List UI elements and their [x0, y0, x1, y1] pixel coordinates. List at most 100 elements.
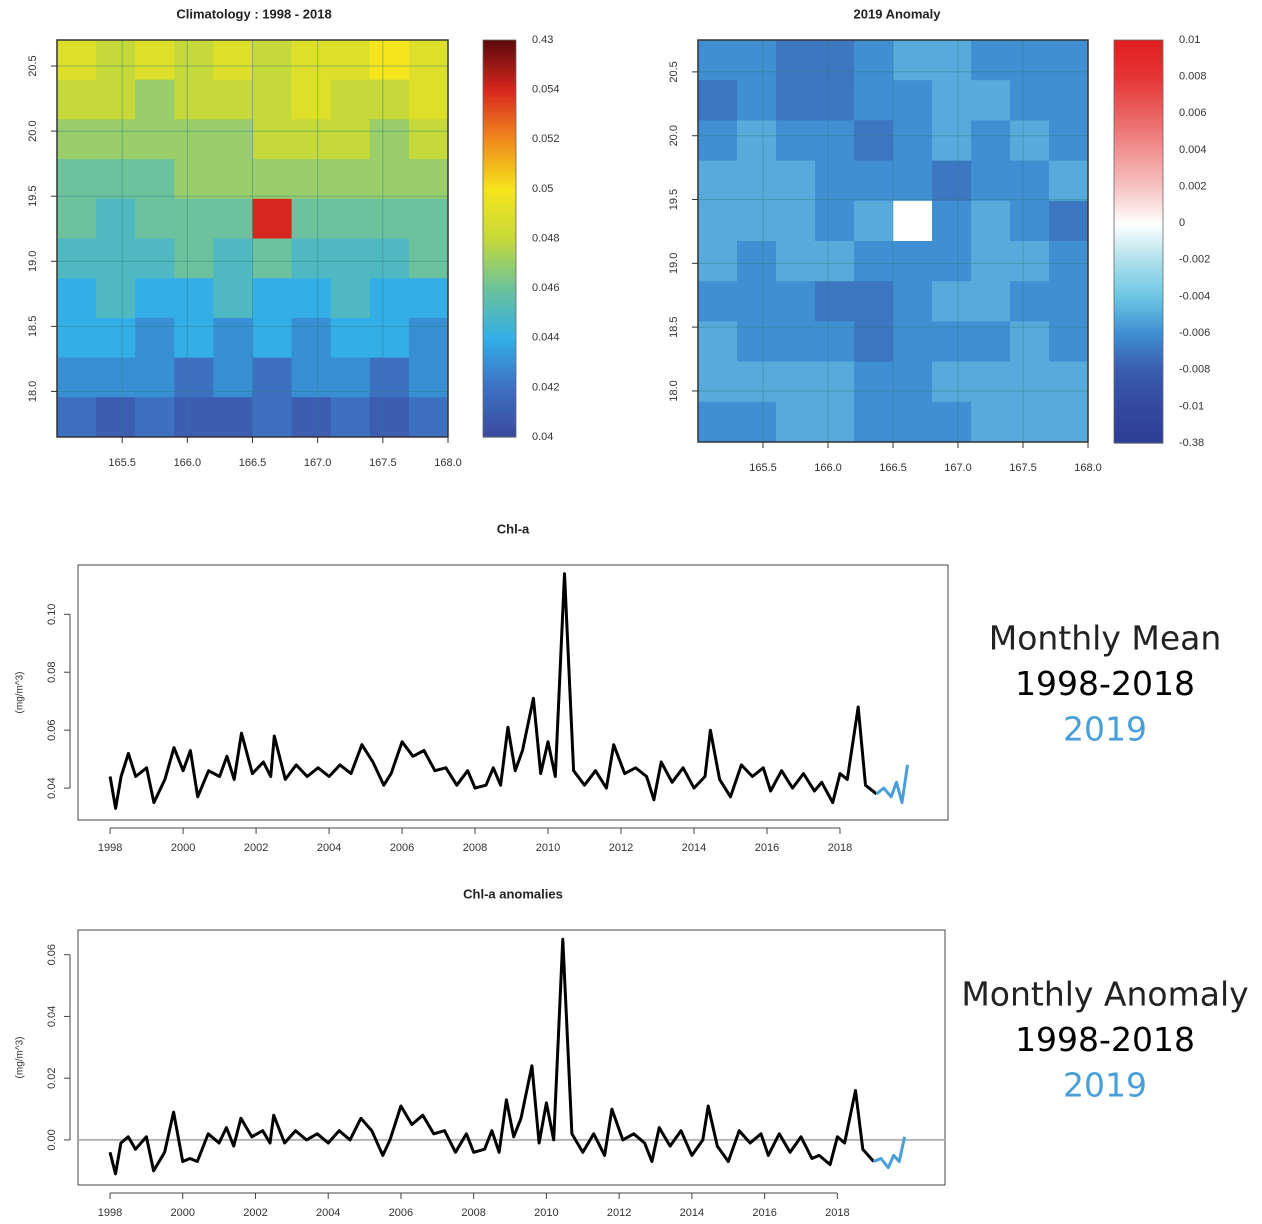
heat-cell [174, 79, 214, 120]
chart-title: Climatology : 1998 - 2018 [176, 6, 331, 21]
colorbar-swatch [483, 343, 516, 348]
colorbar-swatch [483, 294, 516, 299]
heat-cell [1010, 361, 1050, 403]
colorbar-swatch [483, 133, 516, 137]
heat-cell [932, 321, 972, 363]
heat-cell [776, 160, 816, 202]
colorbar-tick-label: -0.002 [1179, 254, 1210, 266]
colorbar-swatch [1114, 333, 1163, 336]
colorbar-swatch [483, 365, 516, 370]
heat-cell [737, 281, 777, 322]
colorbar-swatch [483, 111, 516, 116]
colorbar-swatch [1114, 394, 1163, 398]
y-tick-label: 0.10 [46, 604, 58, 625]
y-tick-label: 18.0 [668, 380, 680, 401]
colorbar-swatch [1114, 168, 1163, 172]
heat-cell [1049, 120, 1089, 162]
colorbar-swatch [483, 254, 516, 258]
legend-title: Monthly Mean [989, 619, 1222, 658]
colorbar-swatch [1114, 133, 1163, 137]
y-tick-label: 20.0 [27, 120, 39, 141]
x-tick-label: 2014 [680, 1207, 704, 1219]
heat-cell [698, 281, 738, 322]
colorbar-swatch [1114, 342, 1163, 346]
heat-cell [369, 119, 410, 160]
heat-cell [893, 281, 933, 322]
colorbar-swatch [1114, 360, 1163, 364]
colorbar-swatch [1114, 415, 1163, 419]
colorbar-tick-label: 0 [1179, 217, 1185, 229]
heat-cell [698, 120, 738, 162]
colorbar-swatch [483, 105, 516, 109]
heat-cell [893, 120, 933, 162]
colorbar-swatch [483, 412, 516, 416]
colorbar-swatch [483, 303, 516, 308]
colorbar-swatch [1114, 433, 1163, 437]
colorbar-swatch [1114, 232, 1163, 236]
x-tick-label: 168.0 [434, 457, 462, 469]
colorbar-swatch [1114, 193, 1163, 197]
colorbar-swatch [1114, 124, 1163, 128]
colorbar-swatch [1114, 374, 1163, 378]
colorbar-swatch [1114, 83, 1163, 87]
colorbar-swatch [1114, 195, 1163, 199]
colorbar-swatch [1114, 257, 1163, 261]
heat-cell [776, 401, 816, 443]
heat-cell [330, 278, 371, 319]
colorbar-swatch [483, 49, 516, 54]
plot-frame [697, 39, 1089, 443]
colorbar-swatch [1114, 202, 1163, 206]
heat-cell [330, 317, 371, 359]
heat-cell [854, 321, 894, 363]
colorbar-swatch [483, 213, 516, 218]
colorbar-swatch [483, 300, 516, 305]
colorbar-swatch [1114, 307, 1163, 311]
heat-cell [971, 361, 1011, 403]
colorbar-swatch [1114, 131, 1163, 135]
heat-cell [213, 79, 253, 120]
colorbar-swatch [1114, 140, 1163, 144]
colorbar-swatch [483, 281, 516, 286]
heat-cell [291, 278, 332, 319]
colorbar-swatch [1114, 104, 1163, 108]
heat-cell [96, 357, 136, 398]
colorbar-swatch [1114, 346, 1163, 350]
colorbar-swatch [483, 139, 516, 143]
colorbar-swatch [1114, 385, 1163, 389]
colorbar-swatch [1114, 49, 1163, 53]
legend-entry: 2019 [1063, 710, 1147, 749]
heat-cell [737, 40, 777, 81]
colorbar-swatch [1114, 108, 1163, 112]
colorbar-tick-label: 0.01 [1179, 34, 1200, 46]
colorbar-swatch [483, 328, 516, 333]
colorbar-swatch [1114, 170, 1163, 174]
colorbar-tick-label: -0.004 [1179, 290, 1210, 302]
colorbar-swatch [1114, 74, 1163, 78]
legend-entry: 1998-2018 [1015, 1020, 1195, 1059]
heat-cell [737, 80, 777, 121]
colorbar-swatch [1114, 127, 1163, 130]
heat-cell [330, 357, 371, 398]
colorbar-swatch [483, 222, 516, 227]
heat-cell [1010, 241, 1050, 282]
colorbar-swatch [483, 216, 516, 221]
colorbar-swatch [483, 176, 516, 181]
heat-cell [291, 397, 332, 438]
colorbar-swatch [483, 64, 516, 69]
y-tick-label: 0.02 [46, 1067, 58, 1088]
x-tick-label: 167.5 [1009, 462, 1037, 474]
colorbar-swatch [1114, 289, 1163, 293]
heat-cell [1049, 80, 1089, 121]
colorbar-swatch [1114, 431, 1163, 435]
colorbar-swatch [1114, 149, 1163, 153]
series-line [873, 1136, 907, 1170]
colorbar-swatch [1114, 161, 1163, 165]
colorbar-swatch [483, 157, 516, 162]
colorbar-swatch [1114, 40, 1163, 43]
x-tick-label: 167.5 [369, 457, 397, 469]
heat-cell [1010, 40, 1050, 81]
series-line [108, 572, 878, 810]
heat-cell [252, 238, 293, 279]
colorbar-swatch [1114, 241, 1163, 245]
